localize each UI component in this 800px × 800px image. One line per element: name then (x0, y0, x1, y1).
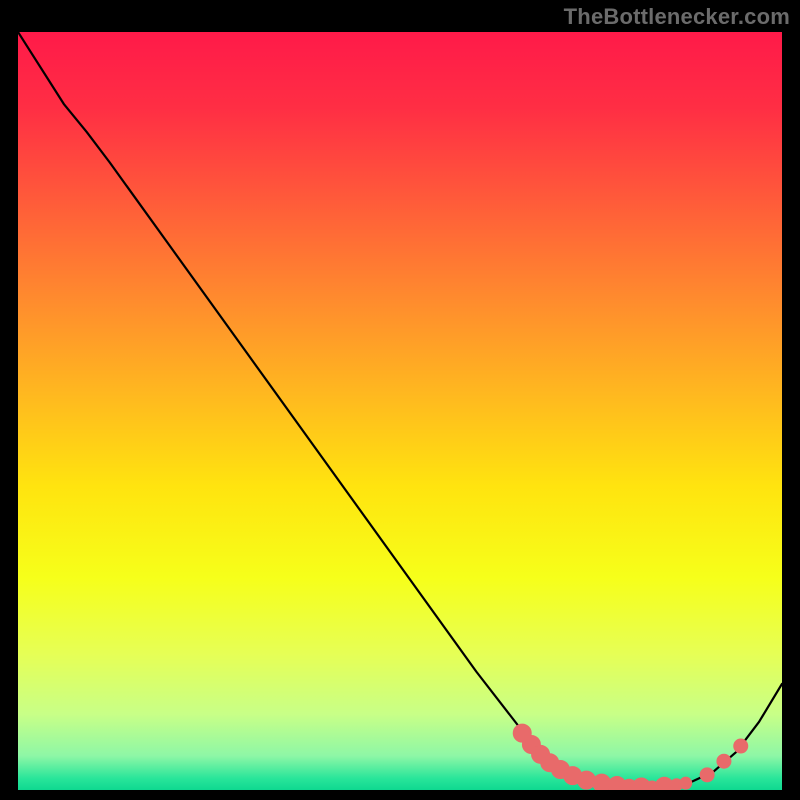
curve-marker (717, 754, 731, 768)
curve-marker (680, 777, 692, 789)
bottleneck-plot (0, 0, 800, 800)
curve-marker (734, 739, 748, 753)
watermark-text: TheBottlenecker.com (564, 4, 790, 30)
gradient-background (18, 32, 782, 790)
curve-marker (700, 768, 714, 782)
chart-frame: TheBottlenecker.com (0, 0, 800, 800)
